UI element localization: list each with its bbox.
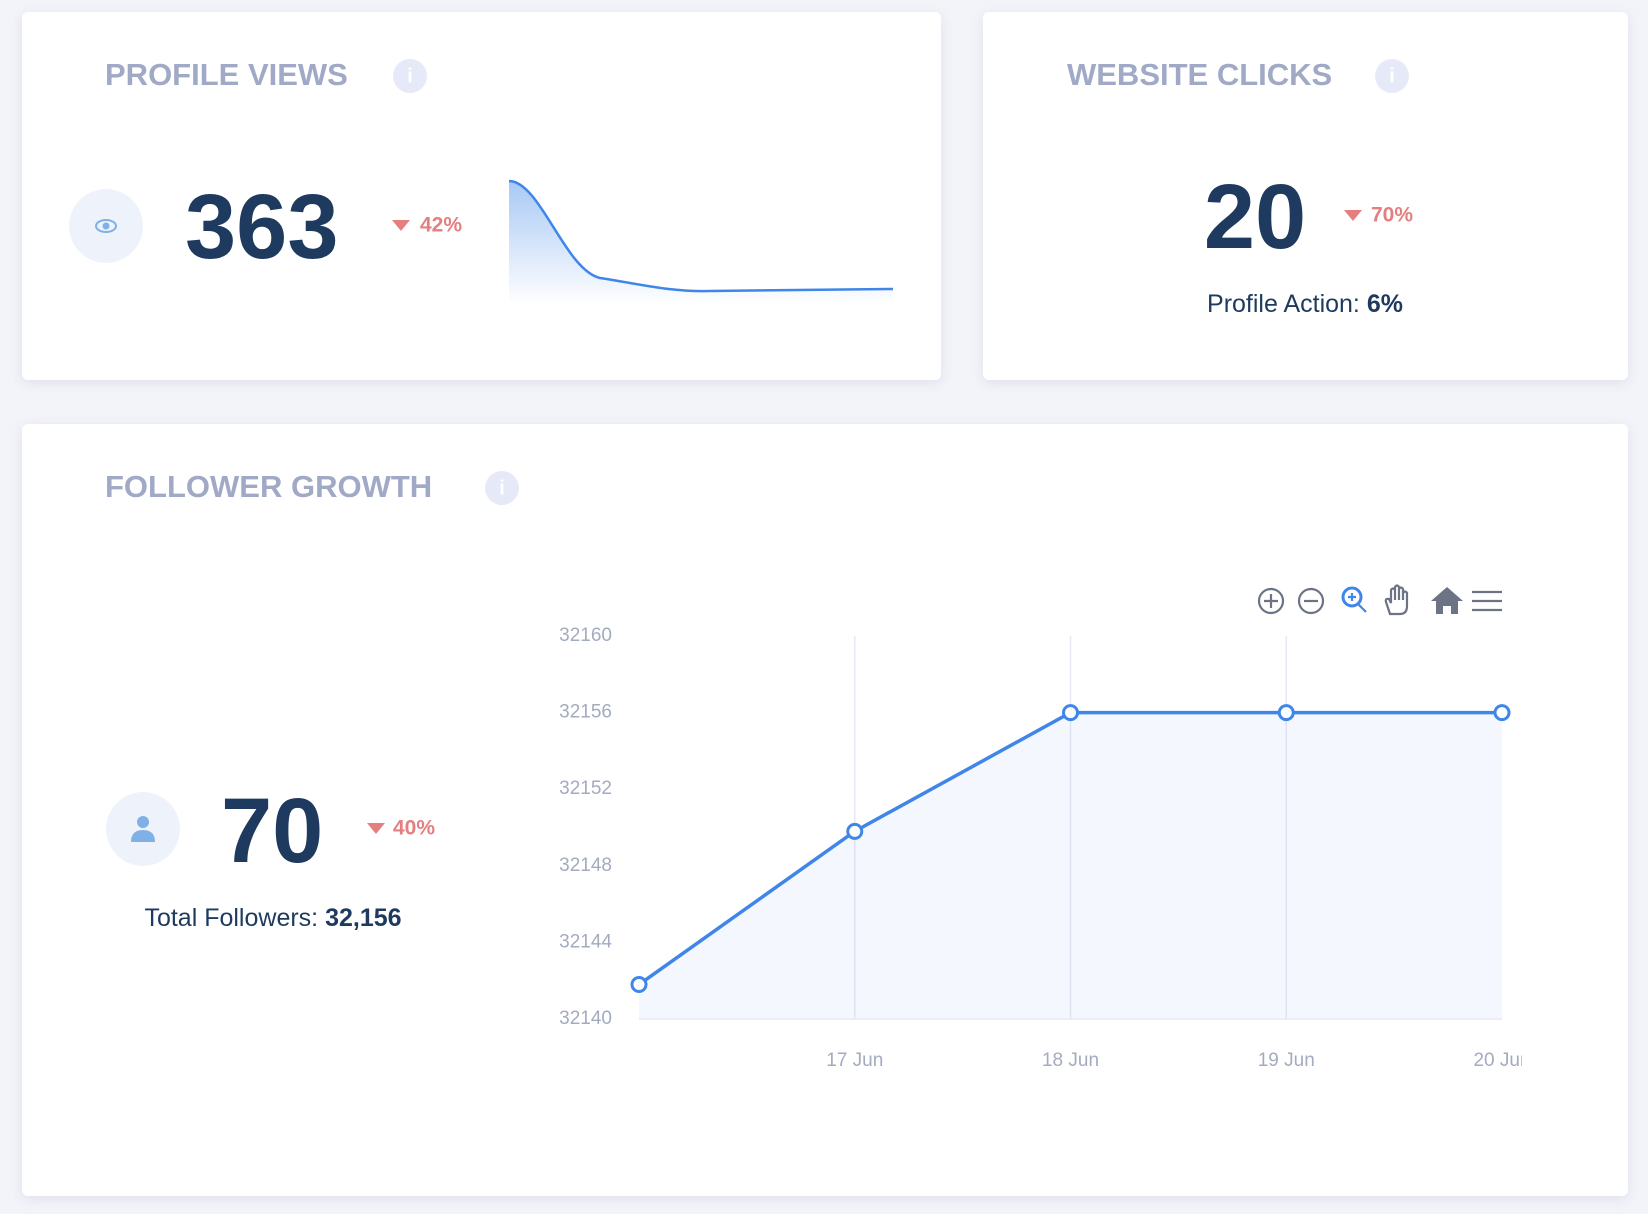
- down-arrow: [367, 823, 385, 834]
- card-title: WEBSITE CLICKS: [1067, 57, 1332, 92]
- card-title: FOLLOWER GROWTH: [105, 469, 432, 504]
- value: 6%: [1367, 290, 1403, 318]
- card: [22, 12, 941, 380]
- value: 32,156: [325, 904, 401, 932]
- svg-text:i: i: [407, 65, 413, 87]
- card: [22, 424, 1628, 1196]
- y-tick-label: 32156: [559, 702, 612, 723]
- menu-button[interactable]: [1472, 590, 1502, 612]
- y-tick-label: 32144: [559, 931, 612, 952]
- x-tick-label: 20 Jun: [1473, 1050, 1530, 1071]
- y-tick-label: 32148: [559, 855, 612, 876]
- card-title: PROFILE VIEWS: [105, 57, 348, 92]
- down-arrow: [392, 220, 410, 231]
- chart-toolbar: [1257, 584, 1502, 616]
- svg-text:i: i: [1389, 65, 1395, 87]
- info-icon[interactable]: i: [393, 59, 427, 93]
- y-tick-label: 32160: [559, 625, 612, 646]
- svg-text:i: i: [499, 477, 505, 499]
- line-area: [639, 712, 1502, 1019]
- sparkline-area: [509, 181, 893, 305]
- point: [630, 976, 648, 994]
- metric-change: 42%: [420, 214, 462, 237]
- zoom-in-button[interactable]: [1257, 587, 1285, 615]
- metric-value: 70: [221, 780, 323, 882]
- label: Profile Action:: [1207, 290, 1360, 318]
- down-arrow: [1344, 210, 1362, 221]
- point: [1277, 704, 1295, 722]
- sparkline: [508, 179, 894, 293]
- icon-bg: [106, 792, 180, 866]
- pan-button[interactable]: [1384, 584, 1409, 616]
- card: [983, 12, 1628, 380]
- selection-zoom-button[interactable]: [1341, 586, 1367, 613]
- reset-button[interactable]: [1431, 587, 1463, 614]
- zoom-out-button[interactable]: [1297, 587, 1325, 615]
- metric-value: 363: [185, 176, 339, 278]
- info-icon[interactable]: i: [485, 471, 519, 505]
- metric-value: 20: [1204, 166, 1306, 268]
- x-tick-label: 19 Jun: [1258, 1050, 1315, 1071]
- x-tick-label: 18 Jun: [1042, 1050, 1099, 1071]
- y-tick-label: 32140: [559, 1008, 612, 1029]
- plot: 17 Jun 18 Jun 19 Jun 20 Jun: [826, 1050, 1530, 1071]
- point: [1062, 704, 1079, 722]
- point: [846, 822, 864, 840]
- profile-action: Profile Action: 6%: [1207, 290, 1403, 318]
- info-icon[interactable]: i: [1375, 59, 1409, 93]
- person-icon: [131, 816, 155, 842]
- point: [1493, 704, 1511, 722]
- eye-icon: [95, 219, 117, 233]
- metric-change: 70%: [1371, 204, 1413, 227]
- label: Total Followers:: [144, 904, 318, 932]
- y-tick-label: 32152: [559, 778, 612, 799]
- x-tick-label: 17 Jun: [826, 1050, 883, 1071]
- metric-change: 40%: [393, 817, 435, 840]
- total-followers: Total Followers: 32,156: [144, 904, 401, 932]
